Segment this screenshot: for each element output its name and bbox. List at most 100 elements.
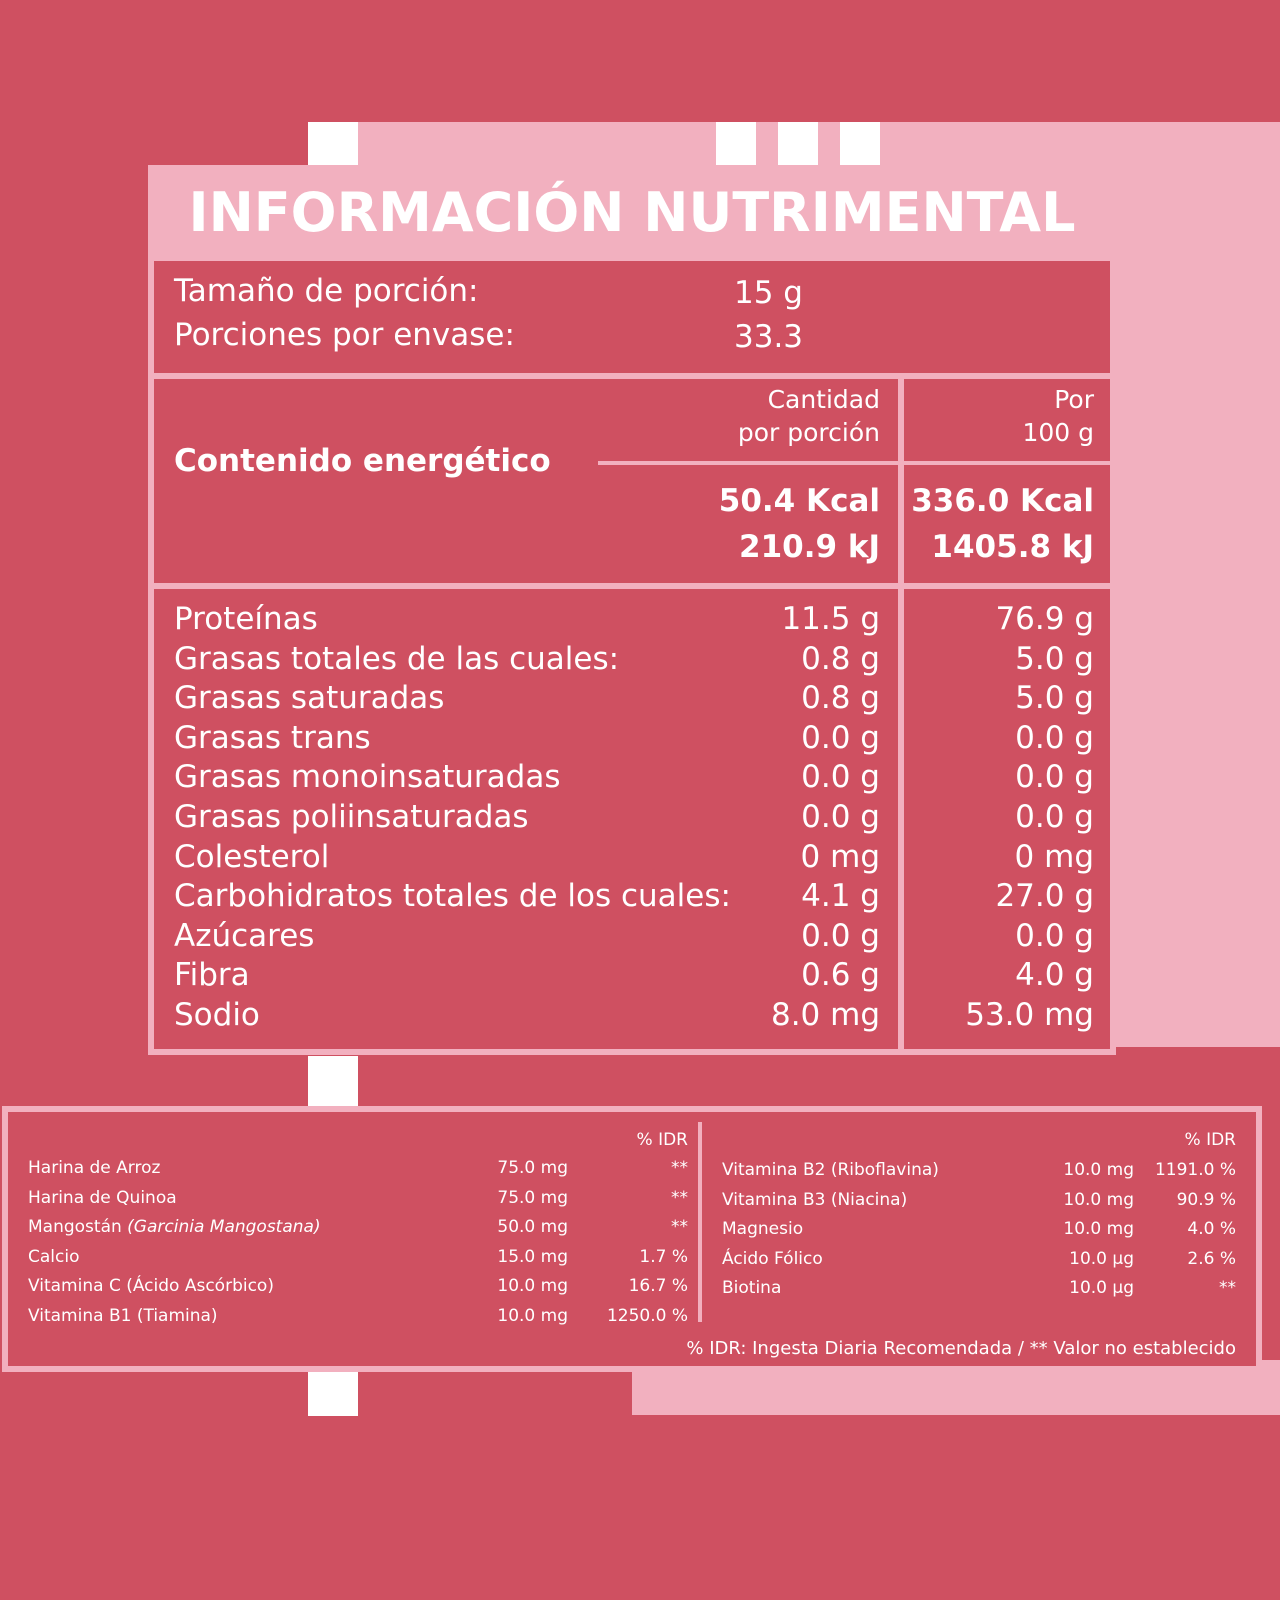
nutrient-name: Grasas totales de las cuales:: [174, 640, 620, 677]
micro-idr: 16.7 %: [628, 1276, 688, 1297]
per100-header-line2: 100 g: [1022, 418, 1094, 447]
nutrient-per100-value: 0 mg: [1014, 838, 1094, 875]
nutrient-per100-value: 0.0 g: [1015, 719, 1094, 756]
micro-name: Vitamina B3 (Niacina): [722, 1189, 908, 1210]
micro-idr: 4.0 %: [1187, 1219, 1236, 1240]
bg-pink-block: [308, 122, 1115, 168]
per100-header-line1: Por: [1054, 385, 1094, 414]
micro-name: Mangostán (Garcinia Mangostana): [28, 1217, 321, 1237]
nutrient-name: Proteínas: [174, 601, 318, 637]
micro-name: Vitamina B2 (Riboflavina): [722, 1160, 939, 1180]
micro-name: Harina de Quinoa: [28, 1187, 177, 1208]
bg-white-stripe: [308, 1056, 358, 1106]
nutrient-name: Carbohidratos totales de los cuales:: [174, 878, 731, 915]
micro-name: Calcio: [28, 1246, 80, 1267]
micro-idr: **: [671, 1158, 688, 1178]
nutrient-portion-value: 0.0 g: [801, 759, 880, 796]
bg-white-stripe: [308, 1372, 358, 1416]
nutrient-name: Grasas saturadas: [174, 680, 445, 717]
micro-idr: **: [1219, 1278, 1236, 1299]
portion-header-line1: Cantidad: [767, 385, 880, 414]
energy-per100-kcal: 336.0 Kcal: [911, 483, 1094, 519]
micro-idr: **: [671, 1217, 688, 1238]
nutrient-portion-value: 0.0 g: [801, 719, 880, 756]
energy-portion-kcal: 50.4 Kcal: [718, 483, 880, 519]
energy-portion-kj: 210.9 kJ: [739, 529, 880, 565]
energy-divider: [904, 461, 1110, 465]
nutrient-portion-value: 0.6 g: [801, 957, 880, 994]
bg-white-stripe: [308, 122, 358, 166]
micro-idr: 2.6 %: [1187, 1248, 1236, 1269]
micro-amount: 10.0 mg: [1063, 1160, 1134, 1180]
micronutrients-divider: [698, 1122, 702, 1322]
nutrient-per100-value: 27.0 g: [995, 878, 1094, 915]
energy-label: Contenido energético: [174, 443, 551, 479]
micronutrients-panel: % IDR % IDR Harina de Arroz 75.0 mg ** Hari…: [2, 1106, 1262, 1372]
nutrient-name: Fibra: [174, 957, 250, 994]
serving-section: Tamaño de porción: 15 g Porciones por en…: [154, 261, 1110, 373]
nutrient-per100-value: 0.0 g: [1015, 799, 1094, 835]
bg-pink-block: [1090, 122, 1280, 1047]
micro-name: Magnesio: [722, 1219, 804, 1240]
servings-count-value: 33.3: [734, 319, 804, 355]
nutrient-per100-value: 76.9 g: [995, 601, 1094, 637]
micro-name: Vitamina C (Ácido Ascórbico): [28, 1276, 274, 1297]
energy-section: Cantidad por porción Contenido energétic…: [154, 379, 898, 583]
micronutrients-box: % IDR % IDR Harina de Arroz 75.0 mg ** Hari…: [8, 1112, 1256, 1366]
energy-per100-kj: 1405.8 kJ: [931, 529, 1094, 565]
bg-white-stripe: [716, 122, 756, 166]
nutrient-name: Grasas poliinsaturadas: [174, 799, 529, 835]
portion-header: Cantidad por porción: [738, 383, 880, 449]
nutrient-name: Sodio: [174, 997, 260, 1033]
nutrient-portion-value: 0 mg: [800, 838, 880, 875]
nutrient-per100-value: 5.0 g: [1015, 680, 1094, 717]
micro-name: Biotina: [722, 1278, 782, 1299]
nutrient-per100-value: 4.0 g: [1015, 957, 1094, 994]
nutrient-portion-value: 0.0 g: [801, 917, 880, 954]
micro-amount: 10.0 mg: [1063, 1189, 1134, 1210]
idr-header-left: % IDR: [636, 1130, 688, 1150]
idr-footnote: % IDR: Ingesta Diaria Recomendada / ** V…: [686, 1338, 1236, 1359]
nutrients-table: Proteínas 11.5 g Grasas totales de las cua…: [154, 589, 898, 1049]
nutrient-portion-value: 11.5 g: [781, 601, 880, 637]
energy-per100-section: Por 100 g 336.0 Kcal 1405.8 kJ: [904, 379, 1110, 583]
micro-amount: 10.0 mg: [497, 1276, 568, 1297]
nutrient-per100-value: 5.0 g: [1015, 640, 1094, 677]
micro-amount: 75.0 mg: [497, 1187, 568, 1208]
micro-amount: 10.0 µg: [1069, 1248, 1134, 1269]
micro-idr: **: [671, 1187, 688, 1208]
micro-idr: 1191.0 %: [1154, 1160, 1236, 1180]
micro-idr: 90.9 %: [1176, 1189, 1236, 1210]
micro-amount: 10.0 µg: [1069, 1278, 1134, 1299]
bg-white-stripe: [778, 122, 818, 166]
nutrient-per100-value: 0.0 g: [1015, 759, 1094, 796]
micro-name: Harina de Arroz: [28, 1158, 161, 1178]
micro-amount: 15.0 mg: [497, 1246, 568, 1267]
idr-header-right: % IDR: [1184, 1130, 1236, 1150]
portion-header-line2: por porción: [737, 418, 880, 447]
nutrient-per100-value: 53.0 mg: [965, 997, 1094, 1033]
nutrient-portion-value: 0.0 g: [801, 799, 880, 835]
bg-white-stripe: [840, 122, 880, 166]
micro-amount: 10.0 mg: [1063, 1219, 1134, 1240]
nutrient-portion-value: 0.8 g: [801, 640, 880, 677]
micro-amount: 10.0 mg: [497, 1306, 568, 1326]
per100-header: Por 100 g: [1022, 383, 1094, 449]
nutrient-name: Azúcares: [174, 917, 315, 954]
nutrient-portion-value: 0.8 g: [801, 680, 880, 717]
nutrient-name: Grasas monoinsaturadas: [174, 759, 561, 796]
serving-size-label: Tamaño de porción:: [174, 273, 479, 309]
micro-name-text: Mangostán: [28, 1217, 122, 1238]
nutrition-panel: INFORMACIÓN NUTRIMENTAL Tamaño de porció…: [148, 165, 1116, 1055]
micro-name-italic: (Garcinia Mangostana): [127, 1217, 321, 1238]
panel-title: INFORMACIÓN NUTRIMENTAL: [188, 181, 1076, 244]
nutrient-name: Grasas trans: [174, 719, 371, 756]
micro-name: Ácido Fólico: [722, 1248, 823, 1269]
micro-name: Vitamina B1 (Tiamina): [28, 1306, 218, 1326]
servings-count-label: Porciones por envase:: [174, 317, 515, 353]
nutrient-per100-value: 0.0 g: [1015, 917, 1094, 954]
nutrient-portion-value: 4.1 g: [801, 878, 880, 915]
nutrient-portion-value: 8.0 mg: [770, 997, 880, 1033]
